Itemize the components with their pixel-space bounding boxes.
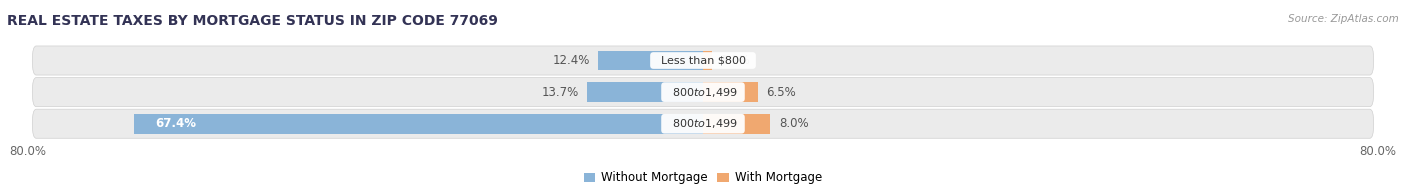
Text: REAL ESTATE TAXES BY MORTGAGE STATUS IN ZIP CODE 77069: REAL ESTATE TAXES BY MORTGAGE STATUS IN …	[7, 14, 498, 28]
Bar	[135, 114, 703, 133]
Bar	[588, 82, 703, 102]
FancyBboxPatch shape	[32, 109, 1374, 138]
Text: $800 to $1,499: $800 to $1,499	[665, 117, 741, 130]
Bar	[599, 51, 703, 70]
Text: Less than $800: Less than $800	[654, 55, 752, 65]
Text: 8.0%: 8.0%	[779, 117, 808, 130]
Bar	[703, 82, 758, 102]
Bar	[703, 114, 770, 133]
Text: Source: ZipAtlas.com: Source: ZipAtlas.com	[1288, 14, 1399, 24]
FancyBboxPatch shape	[32, 78, 1374, 107]
Text: 67.4%: 67.4%	[156, 117, 197, 130]
Text: 1.1%: 1.1%	[721, 54, 751, 67]
Legend: Without Mortgage, With Mortgage: Without Mortgage, With Mortgage	[579, 167, 827, 189]
FancyBboxPatch shape	[32, 46, 1374, 75]
Bar	[703, 51, 713, 70]
Text: 6.5%: 6.5%	[766, 86, 796, 99]
Text: $800 to $1,499: $800 to $1,499	[665, 86, 741, 99]
Text: 12.4%: 12.4%	[553, 54, 591, 67]
Text: 13.7%: 13.7%	[541, 86, 579, 99]
